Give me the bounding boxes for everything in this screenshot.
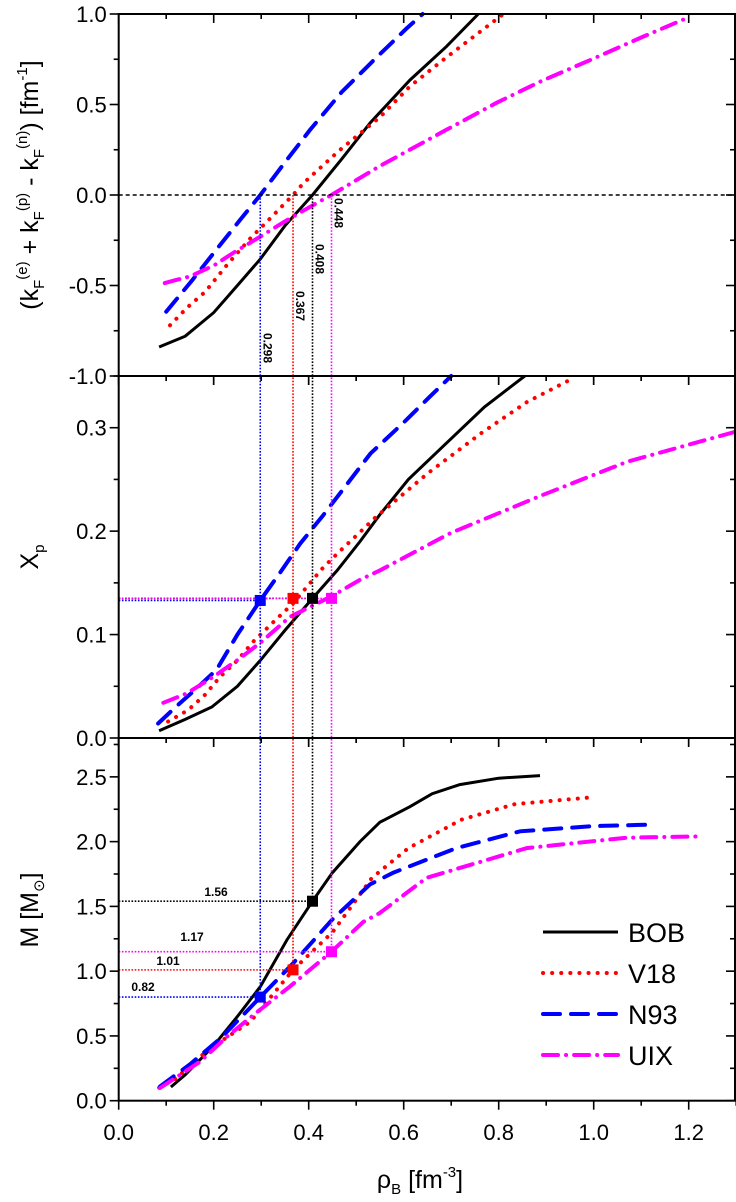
y-axis-label-panel-2: Xp​	[16, 544, 48, 569]
series-line-bob-panel-3	[169, 774, 541, 1089]
axes-layer: -1.0 -0.5 0.0 0.5 1.0 (kF​(e)​ + kF​(p)​ - kF…	[14, 2, 736, 1198]
y-label-part: F	[31, 211, 48, 220]
marker-uix-panel-2	[326, 592, 337, 604]
series-line-uix-panel-2	[161, 429, 736, 705]
y-label-part: X	[16, 553, 44, 570]
y-tick-label-panel-1: 1.0	[76, 2, 107, 27]
y-label-part: ]	[16, 872, 44, 879]
mass-label-bob: 1.56	[204, 885, 228, 899]
y-tick-label-panel-2: 0.0	[76, 726, 107, 751]
marker-uix-panel-3	[326, 946, 337, 958]
marker-n93-panel-3	[254, 991, 266, 1003]
x-label-part: -3	[443, 1164, 456, 1181]
marker-bob-panel-2	[307, 592, 318, 604]
series-line-n93-panel-2	[156, 374, 454, 726]
y-label-part: ]	[16, 60, 44, 67]
y-tick-label-panel-3: 1.5	[76, 894, 107, 919]
x-tick-label: 0.2	[198, 1120, 229, 1145]
series-line-uix-panel-3	[158, 834, 701, 1090]
series-line-bob-panel-2	[158, 374, 526, 733]
y-label-part: M [M	[16, 892, 44, 948]
density-label-n93: 0.298	[260, 333, 274, 363]
annotations-layer: 0.298 0.367 0.408 0.448 0.821.01 1.56 1.17	[118, 194, 736, 1003]
mass-label-v18: 1.01	[156, 954, 180, 968]
marker-v18-panel-2	[287, 592, 299, 604]
legend-label-v18: V18	[628, 959, 676, 989]
legend-label-uix: UIX	[628, 1041, 673, 1071]
panel-frame-3	[117, 737, 736, 1102]
y-tick-label-panel-1: -1.0	[69, 364, 107, 389]
x-tick-label: 1.2	[673, 1120, 704, 1145]
marker-n93-panel-2	[254, 594, 266, 606]
y-label-part: p	[31, 544, 48, 552]
y-label-part: - k	[16, 158, 44, 193]
series-line-v18-panel-1	[168, 12, 506, 328]
legend-label-bob: BOB	[628, 918, 685, 948]
density-label-uix: 0.448	[332, 198, 346, 228]
y-label-part: (p)	[14, 193, 31, 211]
series-line-n93-panel-3	[158, 822, 647, 1089]
y-label-part: ⊙	[31, 879, 48, 892]
legend-label-n93: N93	[628, 1000, 678, 1030]
y-label-part: (e)	[14, 261, 31, 279]
series-line-n93-panel-1	[164, 12, 425, 314]
mass-label-uix: 1.17	[180, 930, 204, 944]
y-tick-label-panel-1: -0.5	[69, 274, 107, 299]
y-label-part: F	[31, 280, 48, 289]
x-tick-label: 0.8	[483, 1120, 514, 1145]
y-label-part: F	[31, 149, 48, 158]
y-label-part: (n)	[14, 131, 31, 149]
x-tick-label: 0.6	[388, 1120, 419, 1145]
y-tick-label-panel-3: 0.5	[76, 1024, 107, 1049]
y-tick-label-panel-1: 0.5	[76, 93, 107, 118]
density-label-bob: 0.408	[313, 244, 327, 274]
x-tick-label: 0.0	[103, 1120, 134, 1145]
y-axis-label-panel-1: (kF​(e)​ + kF​(p)​ - kF​(n)​) [fm-1​]	[14, 60, 48, 309]
y-tick-label-panel-3: 2.5	[76, 765, 107, 790]
series-line-bob-panel-1	[158, 12, 480, 349]
y-label-part: ) [fm	[16, 81, 44, 131]
y-tick-label-panel-3: 0.0	[76, 1089, 107, 1114]
series-line-v18-panel-3	[157, 795, 591, 1090]
x-tick-label: 0.4	[293, 1120, 324, 1145]
y-label-part: + k	[16, 220, 44, 261]
x-label-part: [fm	[401, 1166, 443, 1194]
y-axis-label-panel-3: M [M⊙​]	[16, 872, 48, 947]
y-tick-label-panel-2: 0.2	[76, 519, 107, 544]
y-tick-label-panel-3: 2.0	[76, 830, 107, 855]
mass-label-n93: 0.82	[131, 980, 155, 994]
x-label-part: ]	[456, 1166, 463, 1194]
x-axis-label: ρB​ [fm-3​]	[377, 1164, 463, 1198]
y-tick-label-panel-1: 0.0	[76, 183, 107, 208]
y-tick-label-panel-3: 1.0	[76, 959, 107, 984]
marker-bob-panel-3	[307, 895, 318, 907]
x-tick-label: 1.0	[578, 1120, 609, 1145]
series-line-v18-panel-2	[166, 376, 576, 724]
marker-v18-panel-3	[287, 964, 299, 976]
y-tick-label-panel-2: 0.3	[76, 416, 107, 441]
density-label-v18: 0.367	[293, 291, 307, 321]
x-label-part: ρ	[377, 1166, 391, 1194]
y-label-part: -1	[14, 67, 31, 80]
legend: BOB V18 N93 UIX	[541, 918, 685, 1071]
x-label-part: B	[391, 1181, 401, 1198]
panel-frame-2	[117, 375, 736, 739]
y-label-part: (k	[16, 288, 44, 309]
y-tick-label-panel-2: 0.1	[76, 623, 107, 648]
series-line-uix-panel-1	[162, 14, 693, 286]
